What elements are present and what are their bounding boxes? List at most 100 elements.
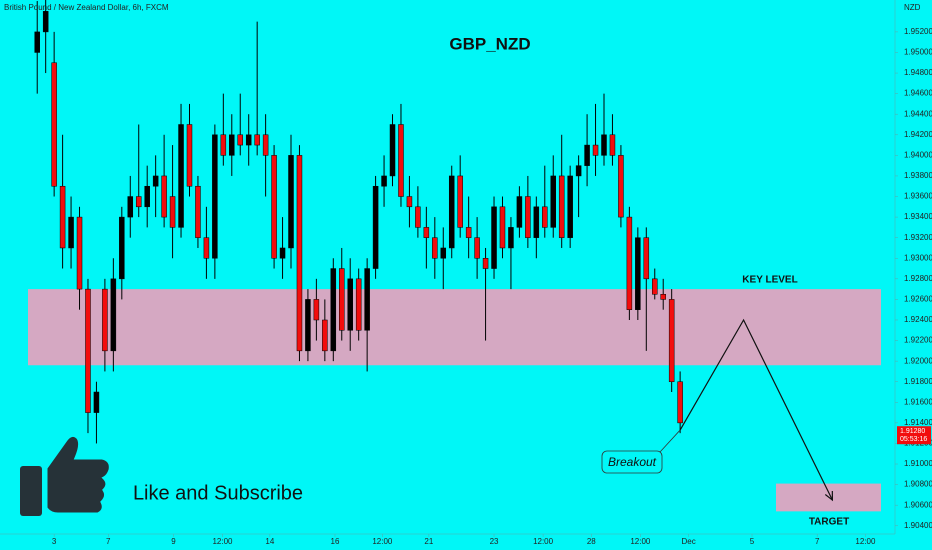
x-tick-label: Dec bbox=[681, 537, 695, 546]
candle-body bbox=[601, 134, 607, 156]
x-tick-label: 12:00 bbox=[855, 537, 876, 546]
y-tick-label: 1.91000 bbox=[904, 459, 932, 468]
candle-body bbox=[415, 206, 421, 228]
candle-body bbox=[550, 175, 556, 228]
projection-arrowhead bbox=[824, 491, 834, 502]
candle-body bbox=[448, 175, 455, 249]
zone-label: TARGET bbox=[809, 517, 849, 528]
candle-body bbox=[34, 31, 40, 53]
x-tick-label: 12:00 bbox=[533, 537, 554, 546]
x-tick-label: 28 bbox=[587, 537, 596, 546]
x-tick-label: 21 bbox=[424, 537, 433, 546]
candle-body bbox=[652, 278, 658, 295]
candle-body bbox=[161, 175, 167, 218]
annotation-box bbox=[601, 450, 663, 474]
candle-body bbox=[533, 206, 540, 238]
y-tick-label: 1.93200 bbox=[904, 233, 932, 242]
x-tick-label: 14 bbox=[265, 537, 274, 546]
y-tick-label: 1.91800 bbox=[904, 377, 932, 386]
candle-body bbox=[677, 381, 683, 424]
candle-body bbox=[288, 155, 294, 249]
y-tick-label: 1.91400 bbox=[904, 418, 932, 427]
candles bbox=[34, 0, 683, 444]
y-tick-label: 1.90600 bbox=[904, 500, 932, 509]
candle-body bbox=[169, 196, 176, 228]
candle-body bbox=[635, 237, 641, 310]
candle-body bbox=[592, 144, 599, 156]
y-tick-label: 1.93800 bbox=[904, 171, 932, 180]
y-axis-label: NZD bbox=[904, 3, 921, 12]
candle-body bbox=[330, 268, 337, 352]
candle-body bbox=[279, 247, 286, 259]
candle-body bbox=[457, 175, 463, 228]
y-tick-label: 1.94200 bbox=[904, 130, 932, 139]
candle-body bbox=[626, 216, 633, 310]
candle-body bbox=[364, 268, 370, 331]
projection-path bbox=[679, 318, 833, 501]
candle-body bbox=[76, 216, 83, 290]
candle-body bbox=[186, 124, 193, 187]
candle-body bbox=[42, 11, 49, 33]
x-tick-label: 7 bbox=[106, 537, 111, 546]
candle-body bbox=[254, 134, 260, 146]
candle-body bbox=[51, 62, 57, 187]
candle-body bbox=[389, 124, 396, 177]
candle-body bbox=[305, 299, 311, 352]
candle-body bbox=[229, 134, 235, 156]
y-tick-label: 1.93400 bbox=[904, 212, 932, 221]
y-tick-label: 1.92000 bbox=[904, 356, 932, 365]
candle-body bbox=[178, 124, 184, 228]
zone bbox=[28, 289, 881, 366]
candle-body bbox=[127, 196, 134, 218]
candle-body bbox=[482, 258, 489, 269]
candle-body bbox=[119, 216, 125, 280]
candle-body bbox=[212, 134, 218, 259]
y-tick-label: 1.90800 bbox=[904, 480, 932, 489]
candle-body bbox=[322, 319, 328, 352]
candle-body bbox=[355, 278, 362, 331]
annotation: Breakout bbox=[608, 455, 657, 469]
candle-body bbox=[262, 134, 269, 156]
x-tick-label: 9 bbox=[171, 537, 176, 546]
y-tick-label: 1.94000 bbox=[904, 150, 932, 159]
candle-body bbox=[237, 134, 243, 146]
price-tag bbox=[897, 426, 931, 445]
candle-body bbox=[406, 196, 413, 208]
candle-body bbox=[584, 144, 590, 166]
candle-body bbox=[575, 165, 582, 177]
y-tick-label: 1.94400 bbox=[904, 109, 932, 118]
zone-label: KEY LEVEL bbox=[742, 275, 797, 286]
chart-title: GBP_NZD bbox=[449, 34, 530, 53]
y-tick-label: 1.90400 bbox=[904, 521, 932, 530]
candle-body bbox=[110, 278, 117, 352]
chart-subtitle: British Pound / New Zealand Dollar, 6h, … bbox=[4, 3, 169, 12]
y-tick-label: 1.92600 bbox=[904, 295, 932, 304]
price-tag-countdown: 05:53:16 bbox=[900, 436, 927, 443]
candle-body bbox=[68, 216, 74, 249]
candle-body bbox=[220, 134, 227, 156]
candle-body bbox=[423, 227, 430, 238]
x-tick-label: 12:00 bbox=[212, 537, 233, 546]
candle-body bbox=[296, 155, 303, 352]
candle-body bbox=[245, 134, 252, 146]
candle-body bbox=[618, 155, 624, 218]
candle-body bbox=[465, 227, 472, 238]
candle-body bbox=[195, 185, 201, 238]
y-tick-label: 1.94800 bbox=[904, 68, 932, 77]
call-to-action: Like and Subscribe bbox=[133, 482, 303, 504]
candle-body bbox=[558, 175, 565, 238]
y-tick-label: 1.92200 bbox=[904, 336, 932, 345]
x-tick-label: 5 bbox=[750, 537, 755, 546]
candle-body bbox=[525, 196, 531, 238]
y-tick-label: 1.94600 bbox=[904, 89, 932, 98]
y-tick-label: 1.93000 bbox=[904, 253, 932, 262]
candle-body bbox=[85, 288, 91, 413]
x-tick-label: 23 bbox=[490, 537, 499, 546]
candle-body bbox=[398, 124, 404, 197]
price-tag-label: 1.91280 bbox=[900, 428, 925, 435]
candle-body bbox=[347, 278, 353, 331]
candle-body bbox=[144, 185, 150, 208]
candle-body bbox=[271, 155, 277, 259]
